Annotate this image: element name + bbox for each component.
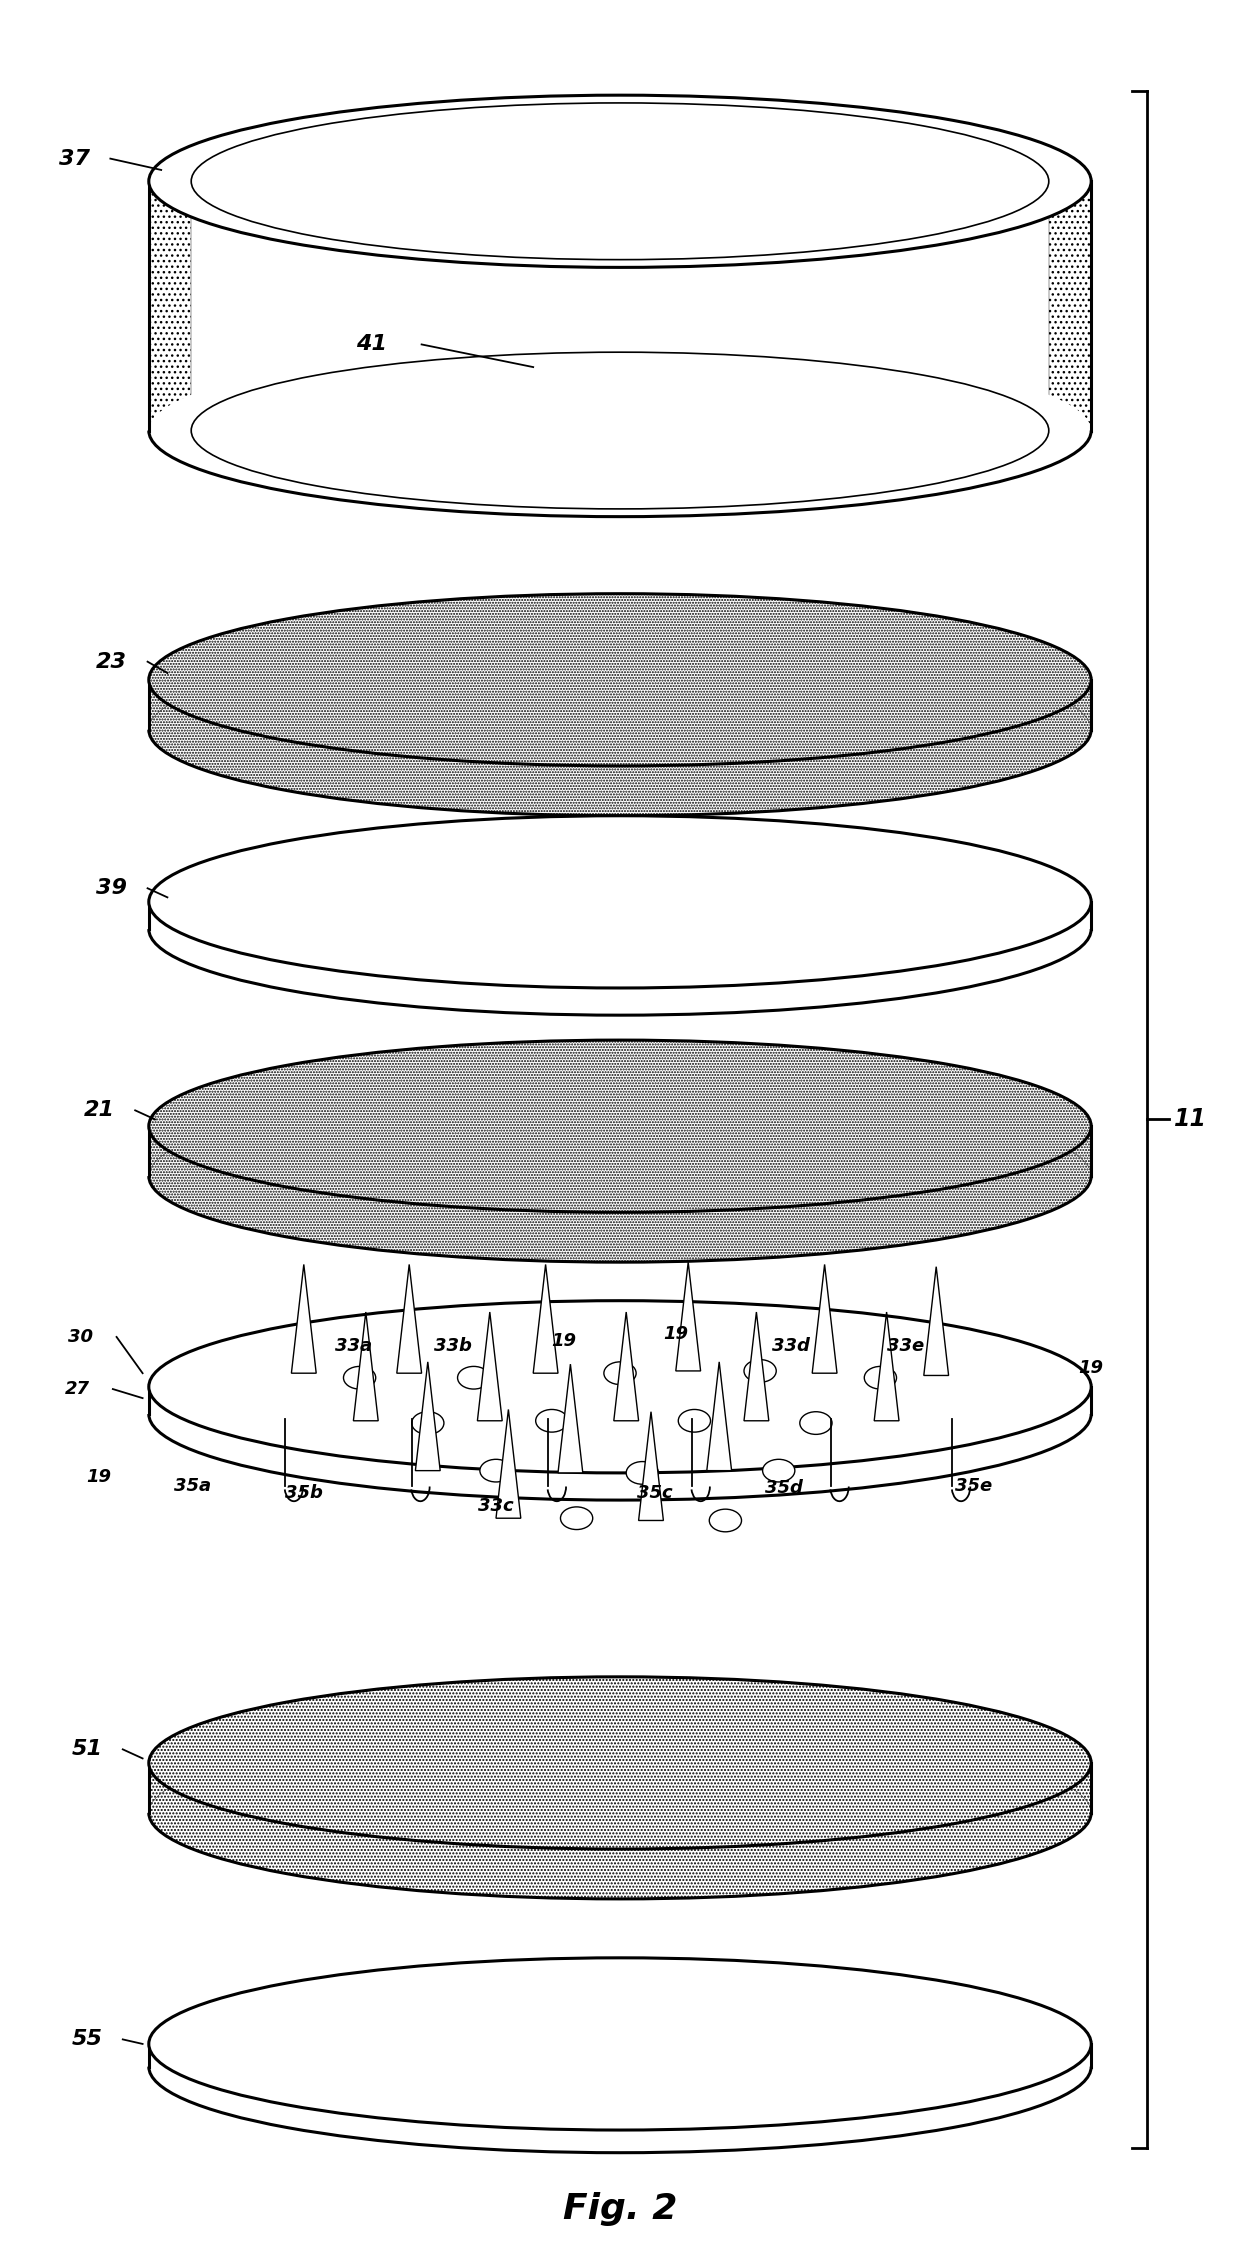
Ellipse shape — [763, 1459, 795, 1482]
Ellipse shape — [149, 1958, 1091, 2130]
Text: 33a: 33a — [335, 1337, 372, 1355]
Ellipse shape — [626, 1462, 658, 1484]
Polygon shape — [924, 1267, 949, 1375]
Text: 33c: 33c — [479, 1498, 513, 1516]
Text: 51: 51 — [72, 1740, 102, 1758]
Polygon shape — [496, 1409, 521, 1518]
Ellipse shape — [149, 344, 1091, 517]
Ellipse shape — [709, 1509, 742, 1532]
Ellipse shape — [480, 1459, 512, 1482]
Ellipse shape — [149, 1040, 1091, 1212]
Ellipse shape — [343, 1366, 376, 1389]
Ellipse shape — [678, 1409, 711, 1432]
Ellipse shape — [191, 351, 1049, 510]
Text: 23: 23 — [97, 653, 126, 671]
Ellipse shape — [149, 1727, 1091, 1899]
Ellipse shape — [149, 1727, 1091, 1899]
Text: 35c: 35c — [637, 1484, 672, 1502]
Polygon shape — [149, 680, 1091, 730]
Text: 35d: 35d — [765, 1480, 802, 1498]
Polygon shape — [149, 2044, 1091, 2067]
Ellipse shape — [604, 1362, 636, 1385]
Ellipse shape — [149, 1301, 1091, 1473]
Ellipse shape — [149, 816, 1091, 988]
Polygon shape — [149, 1387, 1091, 1414]
Text: 35b: 35b — [285, 1484, 322, 1502]
Polygon shape — [149, 902, 1091, 929]
Text: Fig. 2: Fig. 2 — [563, 2191, 677, 2227]
Polygon shape — [149, 1126, 1091, 1176]
Polygon shape — [744, 1312, 769, 1421]
Ellipse shape — [458, 1366, 490, 1389]
Text: 19: 19 — [1079, 1360, 1104, 1378]
Polygon shape — [353, 1312, 378, 1421]
Text: 55: 55 — [72, 2030, 102, 2048]
Text: 33e: 33e — [887, 1337, 924, 1355]
Text: 11: 11 — [1174, 1108, 1207, 1131]
Polygon shape — [707, 1362, 732, 1471]
Text: 41: 41 — [357, 335, 387, 353]
Ellipse shape — [412, 1412, 444, 1434]
Polygon shape — [1049, 181, 1091, 431]
Ellipse shape — [149, 1090, 1091, 1262]
Polygon shape — [149, 1763, 1091, 1813]
Text: 33d: 33d — [773, 1337, 810, 1355]
Polygon shape — [676, 1262, 701, 1371]
Ellipse shape — [149, 644, 1091, 816]
Ellipse shape — [800, 1412, 832, 1434]
Text: 30: 30 — [68, 1328, 93, 1346]
Polygon shape — [397, 1264, 422, 1373]
Text: 19: 19 — [552, 1332, 577, 1351]
Text: 35a: 35a — [174, 1477, 211, 1496]
Ellipse shape — [536, 1409, 568, 1432]
Ellipse shape — [149, 594, 1091, 766]
Polygon shape — [415, 1362, 440, 1471]
Polygon shape — [149, 1763, 1091, 1813]
Text: 33b: 33b — [434, 1337, 471, 1355]
Polygon shape — [477, 1312, 502, 1421]
Ellipse shape — [149, 1040, 1091, 1212]
Text: 35e: 35e — [955, 1477, 992, 1496]
Text: 21: 21 — [84, 1101, 114, 1119]
Ellipse shape — [149, 644, 1091, 816]
Ellipse shape — [149, 1677, 1091, 1849]
Polygon shape — [558, 1364, 583, 1473]
Polygon shape — [812, 1264, 837, 1373]
Ellipse shape — [149, 95, 1091, 267]
Ellipse shape — [864, 1366, 897, 1389]
Polygon shape — [149, 1126, 1091, 1176]
Text: 19: 19 — [87, 1468, 112, 1486]
Ellipse shape — [149, 1677, 1091, 1849]
Polygon shape — [149, 181, 191, 431]
Polygon shape — [874, 1312, 899, 1421]
Polygon shape — [614, 1312, 639, 1421]
Ellipse shape — [560, 1507, 593, 1530]
Text: 27: 27 — [64, 1380, 89, 1398]
Text: 37: 37 — [58, 150, 89, 168]
Text: 39: 39 — [97, 879, 126, 897]
Ellipse shape — [149, 1090, 1091, 1262]
Polygon shape — [149, 680, 1091, 730]
Polygon shape — [149, 181, 1091, 431]
Ellipse shape — [149, 594, 1091, 766]
Polygon shape — [291, 1264, 316, 1373]
Polygon shape — [533, 1264, 558, 1373]
Text: 19: 19 — [663, 1326, 688, 1344]
Polygon shape — [639, 1412, 663, 1520]
Ellipse shape — [744, 1360, 776, 1382]
